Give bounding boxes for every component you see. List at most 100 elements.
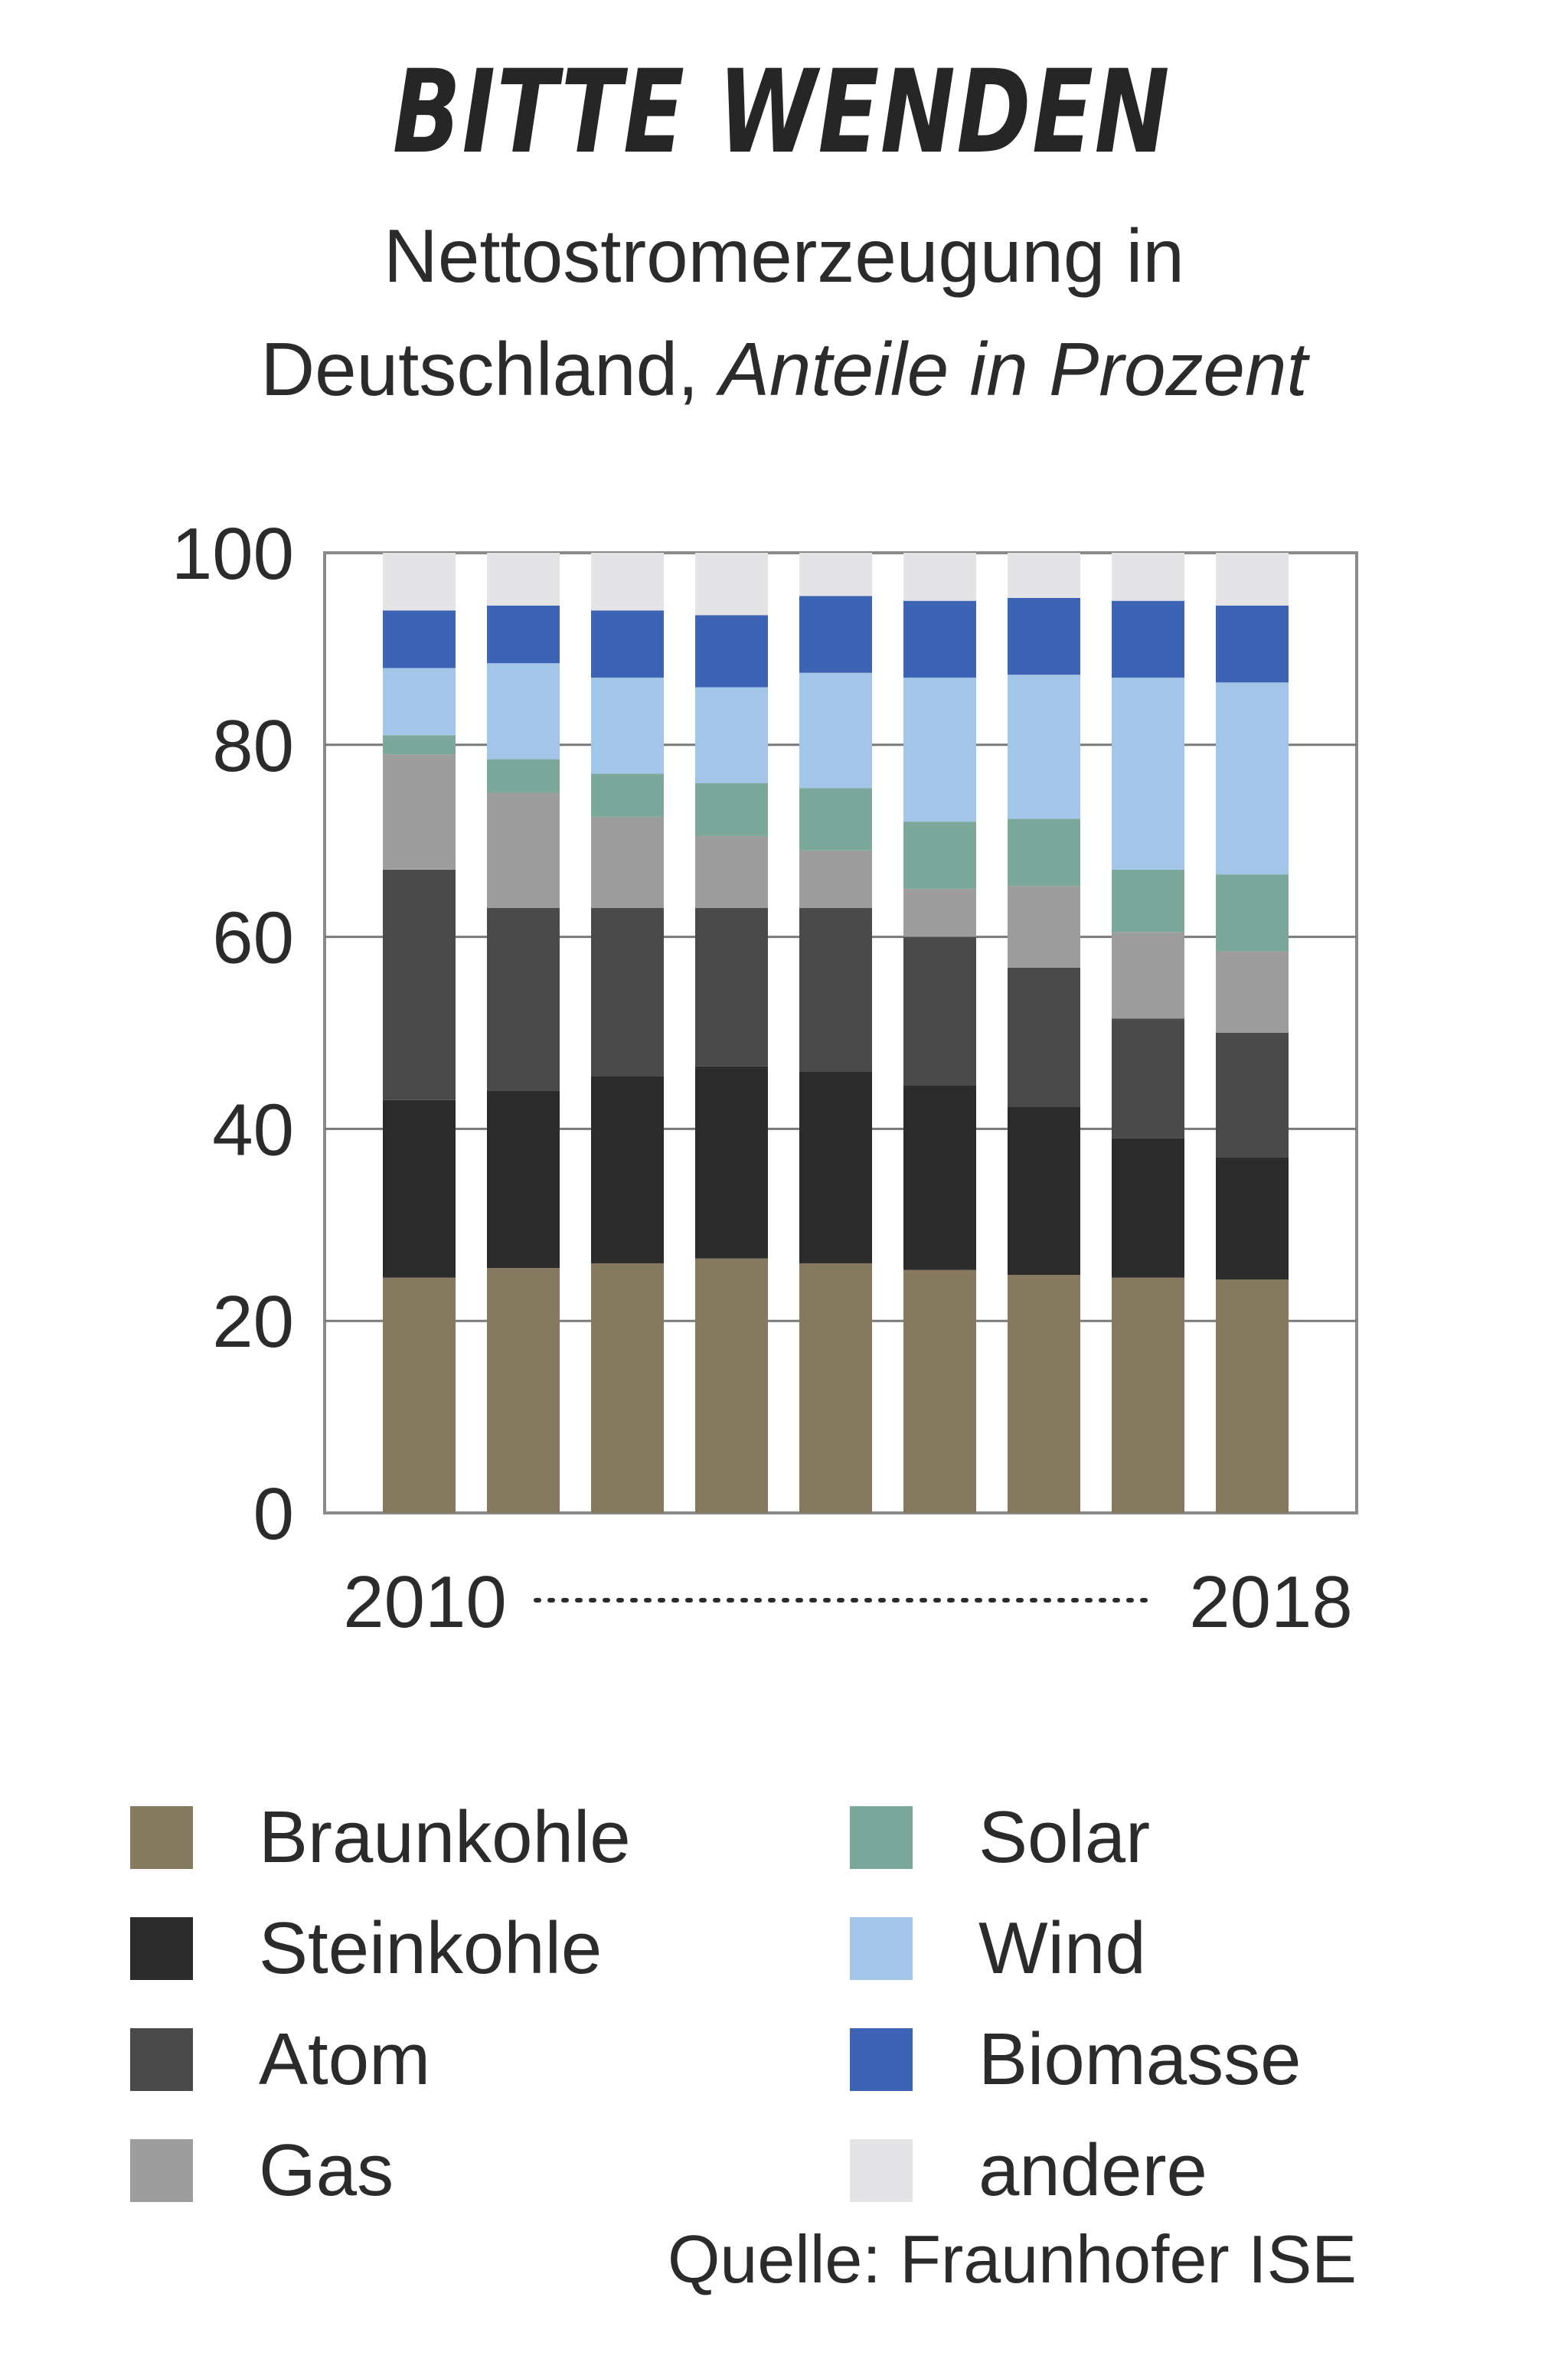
bar-2011-biomasse [487, 605, 560, 664]
bar-2016-wind [1008, 675, 1080, 819]
bar-2012-atom [591, 907, 664, 1077]
x-tick-label-last: 2018 [1189, 1561, 1353, 1643]
bar-2012-biomasse [591, 610, 664, 678]
legend-swatch-gas [130, 2139, 193, 2202]
bar-2016-atom [1008, 967, 1080, 1107]
legend-label-steinkohle: Steinkohle [259, 1907, 603, 1989]
bar-2017-atom [1112, 1018, 1184, 1139]
legend-label-braunkohle: Braunkohle [259, 1796, 631, 1878]
bar-2014-solar [799, 788, 872, 851]
y-tick-label-40: 40 [212, 1089, 294, 1171]
bar-2014-atom [799, 907, 872, 1072]
bar-2013-wind [695, 687, 768, 783]
bar-2014-wind [799, 672, 872, 789]
legend-item-solar: Solar [850, 1796, 1150, 1878]
bar-2011-gas [487, 792, 560, 908]
legend-item-wind: Wind [850, 1907, 1146, 1989]
bar-2015-atom [903, 936, 976, 1086]
bar-2011-andere [487, 553, 560, 606]
bar-2015-braunkohle [903, 1269, 976, 1513]
legend-label-wind: Wind [978, 1907, 1146, 1989]
bar-2013-andere [695, 553, 768, 616]
bar-2010-biomasse [383, 610, 456, 668]
bar-2011-steinkohle [487, 1090, 560, 1269]
legend-swatch-wind [850, 1917, 913, 1980]
bar-2015-gas [903, 888, 976, 937]
subtitle-line-2: Deutschland, Anteile in Prozent [0, 312, 1568, 426]
bar-2018-wind [1216, 682, 1289, 875]
legend-label-andere: andere [978, 2129, 1207, 2211]
bar-2014-braunkohle [799, 1263, 872, 1513]
bar-2010-steinkohle [383, 1099, 456, 1278]
bar-2016-gas [1008, 886, 1080, 968]
bar-2013-atom [695, 907, 768, 1067]
legend-item-gas: Gas [130, 2129, 394, 2211]
bar-2012-solar [591, 773, 664, 817]
y-tick-label-60: 60 [212, 897, 294, 979]
bar-2014-gas [799, 850, 872, 908]
legend-item-andere: andere [850, 2129, 1207, 2211]
bar-2010-solar [383, 735, 456, 755]
bar-2013-biomasse [695, 615, 768, 688]
bar-2011-atom [487, 907, 560, 1091]
bar-2013-braunkohle [695, 1258, 768, 1513]
x-tick-label-first: 2010 [343, 1561, 507, 1643]
bar-2015-steinkohle [903, 1085, 976, 1270]
legend-swatch-andere [850, 2139, 913, 2202]
bar-2017-biomasse [1112, 600, 1184, 678]
bar-2016-solar [1008, 818, 1080, 887]
legend-item-biomasse: Biomasse [850, 2018, 1302, 2100]
bar-2013-solar [695, 782, 768, 836]
bar-2016-braunkohle [1008, 1275, 1080, 1513]
legend-swatch-braunkohle [130, 1806, 193, 1869]
subtitle-line-1: Nettostromerzeugung in [384, 214, 1184, 298]
legend-swatch-atom [130, 2028, 193, 2091]
bar-2016-steinkohle [1008, 1106, 1080, 1276]
bar-2012-gas [591, 816, 664, 908]
bar-2015-wind [903, 678, 976, 822]
bar-2015-solar [903, 822, 976, 889]
bar-2012-andere [591, 553, 664, 611]
y-tick-label-20: 20 [212, 1281, 294, 1363]
bar-2013-steinkohle [695, 1066, 768, 1259]
chart-title: BITTE WENDEN [392, 46, 1171, 179]
legend-item-steinkohle: Steinkohle [130, 1907, 602, 1989]
bar-2016-andere [1008, 553, 1080, 598]
bar-2011-wind [487, 663, 560, 760]
bar-2017-solar [1112, 869, 1184, 933]
bar-2012-wind [591, 678, 664, 774]
bar-2017-gas [1112, 932, 1184, 1019]
legend-swatch-solar [850, 1806, 913, 1869]
bar-2012-braunkohle [591, 1263, 664, 1513]
bar-2018-biomasse [1216, 605, 1289, 683]
legend-label-atom: Atom [259, 2018, 431, 2100]
y-tick-label-100: 100 [172, 513, 294, 595]
bar-2018-andere [1216, 553, 1289, 606]
legend-swatch-steinkohle [130, 1917, 193, 1980]
bar-2010-atom [383, 869, 456, 1100]
bar-2014-steinkohle [799, 1071, 872, 1263]
bar-2015-biomasse [903, 600, 976, 678]
bar-2010-andere [383, 553, 456, 611]
bar-2013-gas [695, 835, 768, 908]
bar-2014-andere [799, 553, 872, 596]
legend-label-gas: Gas [259, 2129, 394, 2211]
bar-2018-solar [1216, 874, 1289, 952]
bar-2011-braunkohle [487, 1268, 560, 1513]
legend-item-atom: Atom [130, 2018, 430, 2100]
bar-2017-wind [1112, 678, 1184, 870]
source-note: Quelle: Fraunhofer ISE [667, 2221, 1357, 2297]
bar-2018-atom [1216, 1033, 1289, 1158]
legend-label-solar: Solar [978, 1796, 1151, 1878]
bar-2017-steinkohle [1112, 1138, 1184, 1278]
y-tick-label-80: 80 [212, 705, 294, 787]
bar-2018-gas [1216, 951, 1289, 1033]
bar-2018-steinkohle [1216, 1158, 1289, 1280]
legend-swatch-biomasse [850, 2028, 913, 2091]
bar-2017-andere [1112, 553, 1184, 601]
bar-2016-biomasse [1008, 597, 1080, 675]
subtitle-line-2-italic: Anteile in Prozent [719, 327, 1308, 411]
bar-2010-wind [383, 668, 456, 736]
stacked-bar-chart: 0 20 40 60 80 100 2010 2018 [172, 513, 1358, 1643]
bar-2018-braunkohle [1216, 1279, 1289, 1513]
